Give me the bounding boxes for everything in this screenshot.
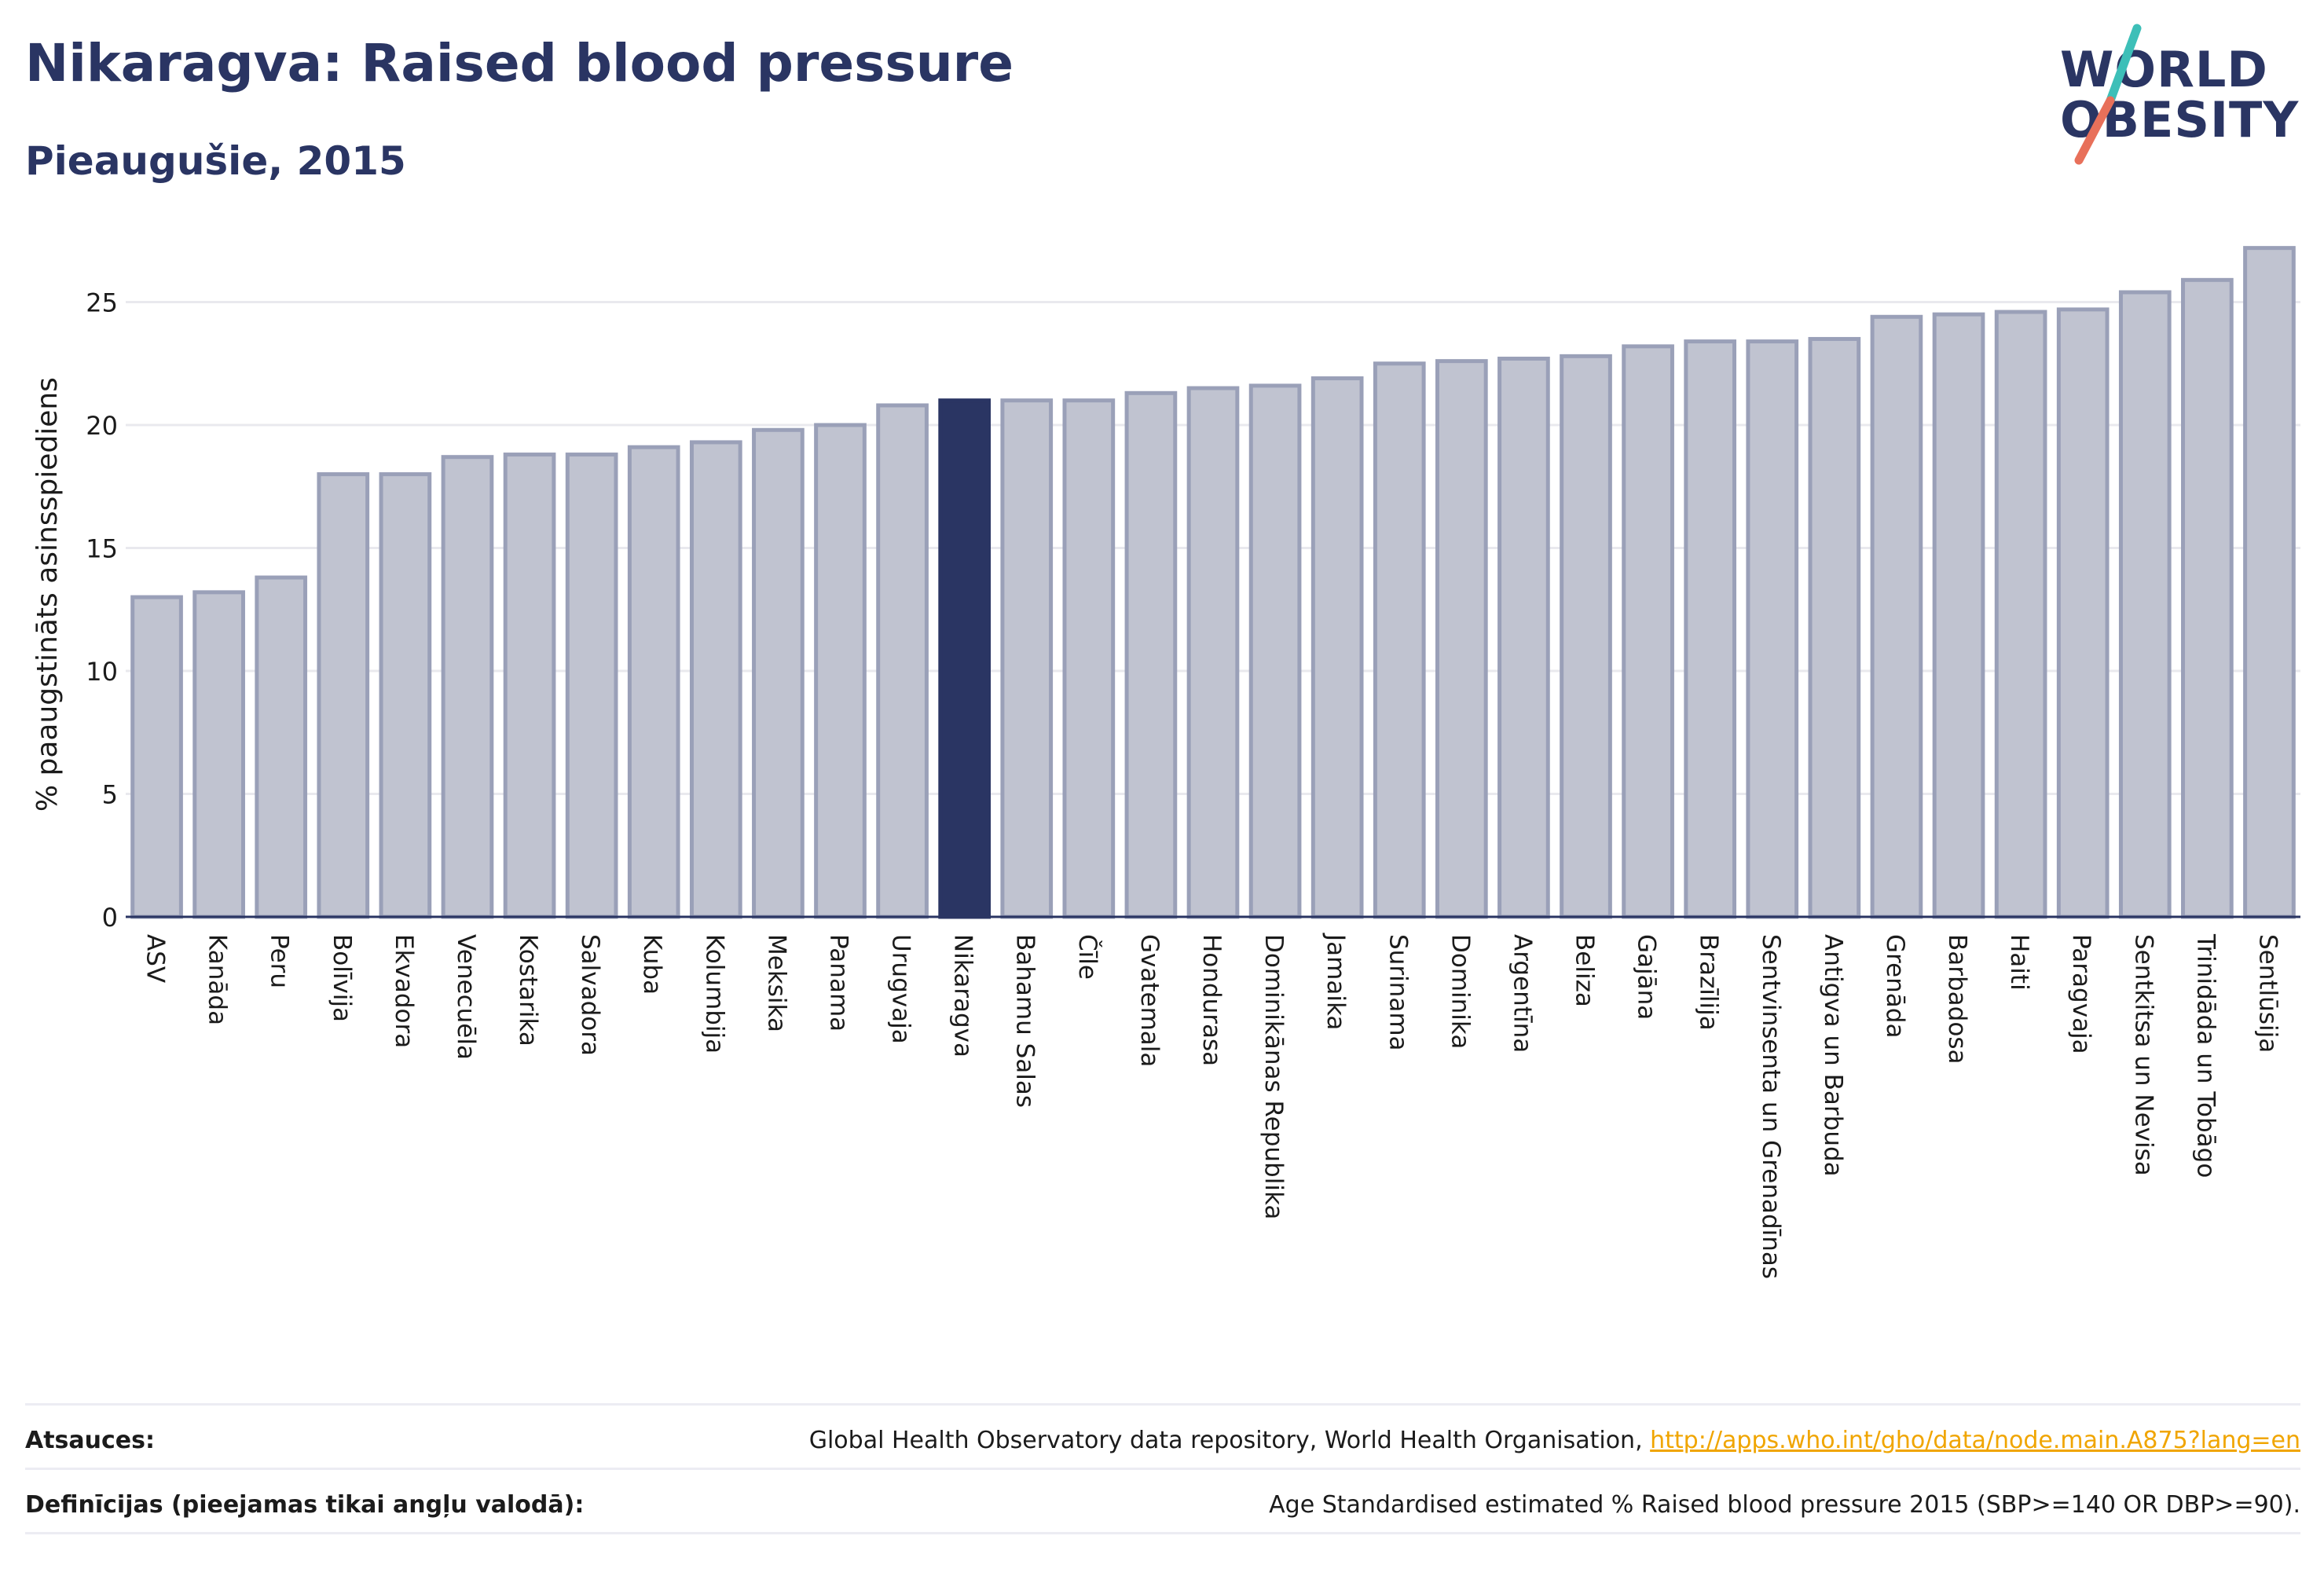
bar [1000,398,1054,919]
bar [2243,246,2296,919]
sources-text: Global Health Observatory data repositor… [809,1427,2300,1454]
x-tick-label: Nikaragva [949,934,977,1057]
bar [1808,336,1861,919]
x-tick-label: Dominika [1446,934,1474,1049]
footer-sources-row: Atsauces: Global Health Observatory data… [25,1424,2300,1463]
y-tick-label: 20 [86,411,118,441]
bar [752,427,805,919]
x-tick-label: Beliza [1571,934,1599,1007]
x-tick-label: Bahamu Salas [1011,934,1039,1108]
bar [1994,310,2047,919]
y-tick-label: 5 [102,780,118,810]
footer-divider-top [25,1403,2300,1406]
bar [1560,354,1612,919]
bar [1248,383,1302,919]
x-tick-label: Bolīvija [328,934,356,1022]
bar [1124,390,1178,919]
definitions-text: Age Standardised estimated % Raised bloo… [1269,1491,2300,1519]
x-tick-label: Panama [824,934,852,1032]
x-tick-label: Haiti [2005,934,2033,991]
bar [1310,376,1364,919]
sources-description: Global Health Observatory data repositor… [808,1427,1651,1454]
bar [503,453,556,919]
x-tick-label: Jamaika [1321,933,1350,1030]
sources-label: Atsauces: [25,1427,155,1454]
x-tick-label: Čīle [1073,934,1102,980]
y-tick-label: 0 [102,903,118,933]
bar [1062,398,1116,919]
x-tick-label: Sentlūsija [2253,934,2282,1053]
x-tick-label: Venecuēla [452,934,480,1060]
definitions-label: Definīcijas (pieejamas tikai angļu valod… [25,1491,585,1519]
bar [192,590,245,919]
bar [689,440,742,919]
logo-slash-icon [2074,24,2142,165]
x-tick-label: Trinidāda un Tobāgo [2191,933,2220,1178]
x-tick-label: Kolumbija [700,934,728,1054]
page-subtitle: Pieaugušie, 2015 [25,138,406,184]
x-tick-label: Hondurasa [1197,934,1226,1066]
bar-chart: 0 5 10 15 20 25 % paaugstināts asinsspiediens A… [31,246,2300,1279]
logo-line-1: WORLD [2060,41,2268,98]
bar [1186,386,1240,919]
x-tick-label: Argentīna [1508,934,1536,1053]
bar [565,453,618,919]
world-obesity-logo: WORLD OBESITY [2043,22,2310,171]
x-tick-label: Grenāda [1881,934,1909,1038]
x-tick-label: Meksika [762,934,790,1032]
x-tick-label: Antigva un Barbuda [1819,934,1847,1177]
x-tick-label: Gajāna [1633,934,1661,1020]
bar [1746,339,1799,919]
bar [814,423,867,919]
footer-divider-middle [25,1468,2300,1470]
bar [1622,344,1674,919]
x-tick-label: Ekvadora [390,934,418,1048]
bar-highlight [938,398,992,919]
bar [2118,290,2172,919]
bar [1373,361,1426,919]
bar [1932,312,1985,919]
sources-link[interactable]: http://apps.who.int/gho/data/node.main.A… [1650,1427,2300,1454]
bar [317,472,370,919]
y-tick-label: 25 [86,288,118,318]
x-tick-label: Peru [266,934,294,988]
x-tick-label: Gvatemala [1135,934,1164,1067]
y-axis-title: % paaugstināts asinsspiediens [31,377,64,812]
bar [379,472,432,919]
bar [1684,339,1737,919]
x-tick-label: Dominikānas Republika [1259,934,1288,1219]
bar [255,575,308,919]
bar [130,595,183,919]
x-tick-label: ASV [141,934,170,983]
y-tick-label: 10 [86,657,118,687]
bar [1870,314,1923,919]
x-tick-label: Surinama [1384,934,1412,1051]
footer-divider-bottom [25,1532,2300,1534]
x-tick-label: Paragvaja [2067,934,2095,1054]
x-tick-label: Kuba [638,934,666,995]
x-tick-label: Kanāda [203,934,232,1025]
bar [876,403,929,919]
x-tick-label: Salvadora [576,934,604,1056]
bar [1497,356,1550,919]
y-tick-label: 15 [86,534,118,564]
page-title: Nikaragva: Raised blood pressure [25,33,1014,93]
x-tick-label: Barbadosa [1943,934,1971,1064]
bar [441,455,494,919]
x-tick-label: Urugvaja [887,934,915,1044]
footer-definitions-row: Definīcijas (pieejamas tikai angļu valod… [25,1488,2300,1527]
bar [627,445,680,919]
x-tick-label: Kostarika [514,934,542,1046]
bar [2181,277,2234,919]
x-tick-label: Sentvinsenta un Grenadīnas [1757,934,1785,1279]
bar [1435,359,1488,919]
x-tick-label: Brazīlija [1695,934,1723,1031]
x-tick-label: Sentkitsa un Nevisa [2129,934,2157,1176]
bar [2056,307,2110,919]
